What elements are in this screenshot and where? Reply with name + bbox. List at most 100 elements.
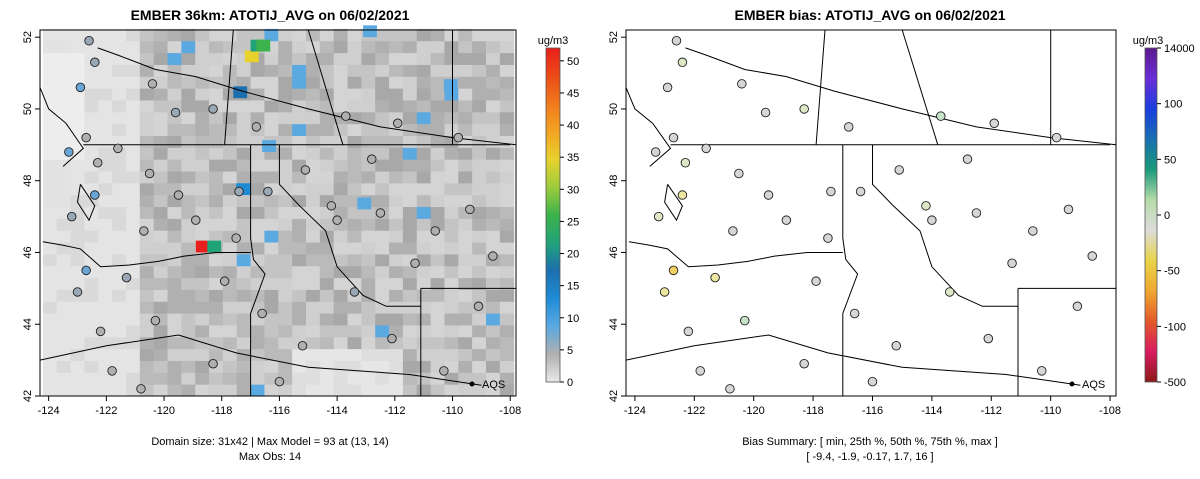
heatmap-cell [181, 289, 196, 302]
heatmap-cell [333, 147, 349, 160]
heatmap-cell [375, 360, 390, 373]
boundary-line [76, 184, 96, 222]
heatmap-cell [84, 313, 99, 326]
heatmap-cell [458, 88, 473, 101]
heatmap-cell [42, 336, 58, 350]
left-heatmap-cells [42, 25, 515, 397]
heatmap-cell [195, 253, 210, 267]
heatmap-cell [361, 277, 376, 290]
station-marker [92, 158, 103, 168]
heatmap-cell [264, 242, 279, 255]
heatmap-cell [125, 111, 141, 125]
heatmap-cell [416, 360, 432, 373]
heatmap-cell [264, 28, 279, 42]
heatmap-cell [333, 230, 349, 243]
left-y-ticks: 42 44 46 48 50 52 [22, 31, 40, 402]
heatmap-cell [56, 289, 72, 302]
heatmap-cell [209, 289, 224, 302]
heatmap-cell [278, 384, 293, 397]
heatmap-cell [181, 194, 196, 208]
heatmap-cell [472, 123, 487, 136]
station-marker [763, 190, 774, 200]
heatmap-cell [485, 147, 501, 160]
heatmap-cell [389, 289, 404, 302]
heatmap-cell [305, 111, 321, 125]
colorbar-tick-label: -500 [1164, 377, 1186, 389]
heatmap-cell [305, 52, 321, 65]
heatmap-cell [375, 313, 390, 326]
station-marker [341, 111, 351, 121]
heatmap-cell [499, 135, 515, 148]
heatmap-cell [347, 147, 362, 160]
heatmap-cell [402, 360, 418, 373]
station-marker [710, 272, 720, 283]
right-plot-frame [625, 29, 1117, 397]
heatmap-cell [292, 28, 307, 42]
heatmap-cell [153, 88, 169, 101]
heatmap-cell [153, 123, 169, 136]
heatmap-cell [125, 135, 141, 148]
heatmap-cell [153, 218, 169, 231]
heatmap-cell [195, 360, 210, 373]
station-marker [231, 233, 241, 243]
heatmap-cell [472, 253, 487, 267]
heatmap-cell [84, 99, 99, 113]
heatmap-cell [167, 64, 182, 77]
heatmap-cell [139, 253, 155, 267]
heatmap-cell [444, 289, 459, 302]
heatmap-cell [361, 313, 376, 326]
heatmap-cell [236, 242, 252, 255]
heatmap-cell [98, 230, 113, 243]
heatmap-cell [305, 76, 321, 89]
heatmap-cell [153, 111, 169, 125]
heatmap-cell [278, 171, 293, 184]
heatmap-cell [264, 64, 279, 77]
heatmap-cell [84, 64, 99, 77]
heatmap-cell [458, 289, 473, 302]
station-marker [173, 190, 184, 200]
heatmap-cell [264, 324, 279, 338]
heatmap-cell [361, 265, 376, 279]
left-legend-marker [469, 381, 475, 387]
heatmap-cell [361, 301, 376, 314]
heatmap-cell [347, 384, 362, 397]
heatmap-cell [153, 40, 169, 54]
station-marker [367, 154, 377, 164]
heatmap-cell [375, 111, 390, 125]
heatmap-cell [181, 88, 196, 101]
heatmap-cell [485, 372, 501, 385]
heatmap-cell [42, 230, 58, 243]
station-marker [121, 272, 132, 283]
heatmap-cell [472, 52, 487, 65]
heatmap-cell [361, 206, 376, 219]
heatmap-cell [472, 336, 487, 350]
heatmap-cell [499, 324, 515, 338]
heatmap-cell [278, 301, 293, 314]
station-marker [683, 326, 694, 337]
left-legend: AQS [469, 379, 505, 391]
heatmap-cell [430, 111, 445, 125]
heatmap-cell [222, 218, 238, 231]
station-marker [439, 366, 449, 376]
heatmap-cell [139, 28, 155, 42]
heatmap-cell [485, 111, 501, 125]
station-marker [90, 190, 100, 200]
station-marker [75, 82, 86, 93]
colorbar-tick-label: 45 [567, 88, 579, 100]
heatmap-cell [347, 135, 362, 148]
heatmap-cell [42, 64, 58, 77]
heatmap-cell [209, 324, 224, 338]
heatmap-cell [375, 135, 390, 148]
heatmap-cell [333, 28, 349, 42]
heatmap-cell [56, 28, 72, 42]
heatmap-cell [472, 28, 487, 42]
heatmap-cell [278, 123, 293, 136]
heatmap-cell [125, 159, 141, 172]
station-marker [387, 333, 397, 344]
heatmap-cell [70, 360, 85, 373]
heatmap-cell [278, 218, 293, 231]
heatmap-cell [347, 171, 362, 184]
heatmap-cell [98, 111, 113, 125]
heatmap-cell [485, 313, 501, 326]
heatmap-cell [167, 242, 182, 255]
